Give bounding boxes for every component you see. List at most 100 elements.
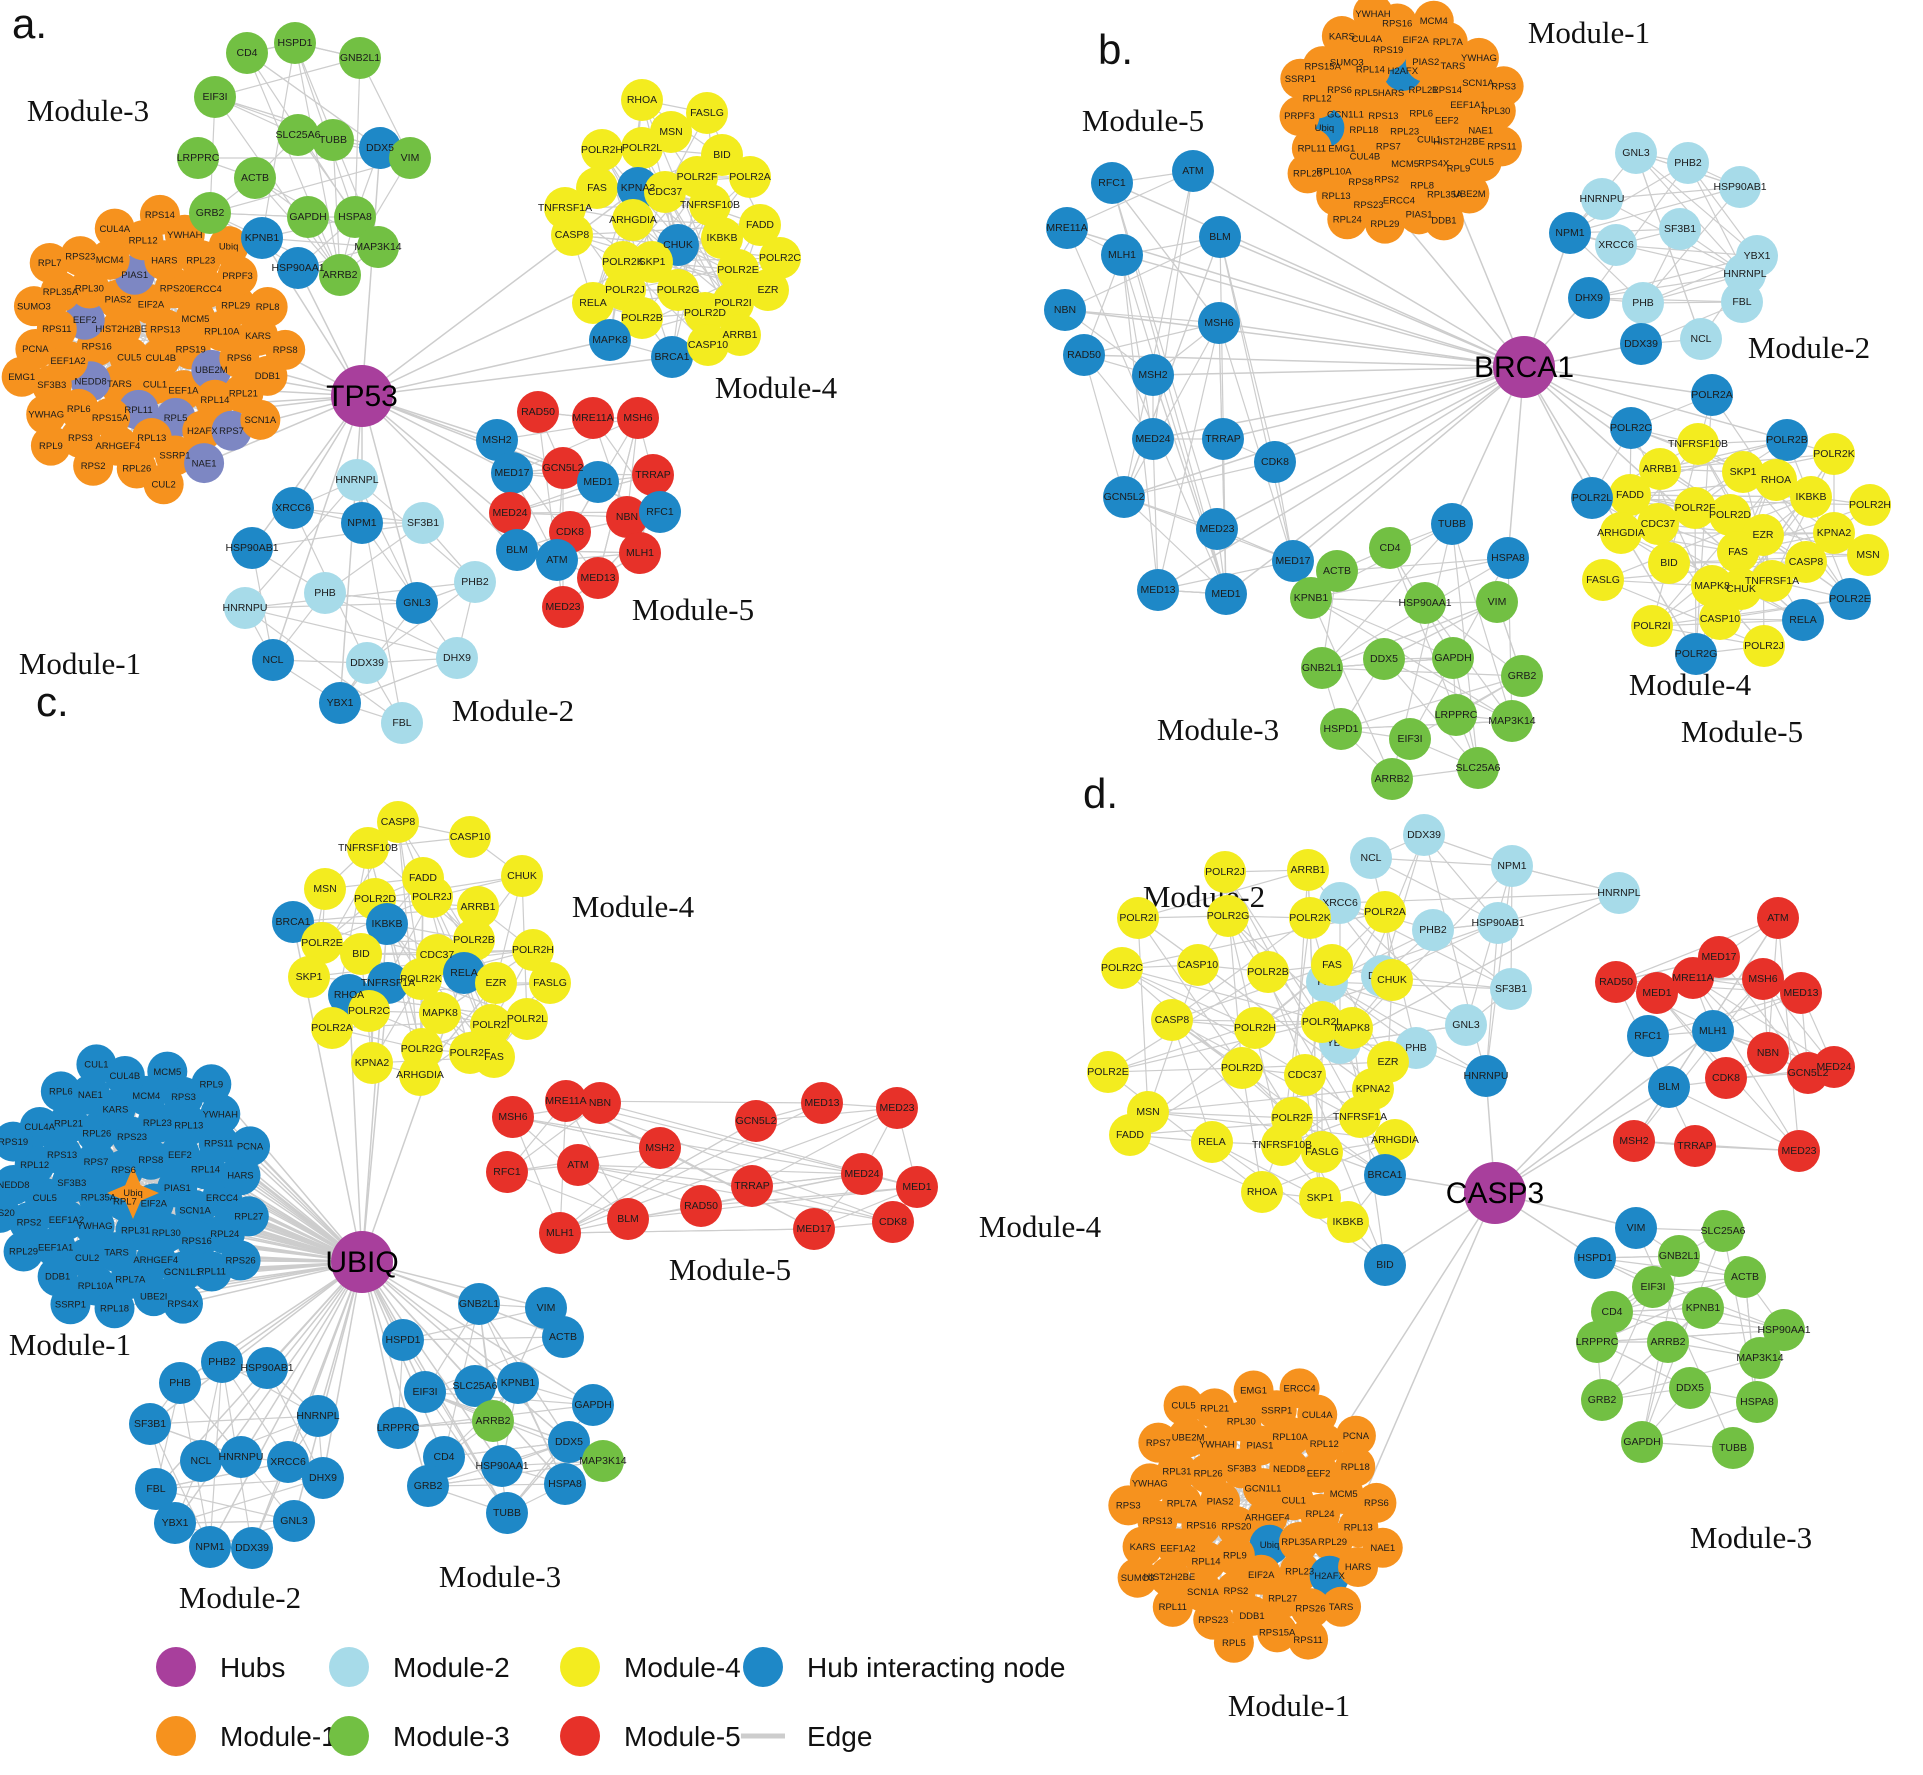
node-label: CUL4B — [110, 1071, 141, 1082]
hub-node — [331, 365, 393, 427]
node-label: MAPK8 — [592, 334, 628, 346]
node-label: SKP1 — [639, 256, 666, 268]
node-label: MSN — [313, 883, 336, 895]
protein-node — [1290, 1588, 1331, 1629]
node-label: ATM — [546, 554, 567, 566]
node-label: RFC1 — [1098, 177, 1126, 189]
hub-edge — [1111, 182, 1525, 368]
node-label: RPS20 — [160, 283, 190, 294]
protein-node — [1674, 487, 1716, 529]
node-label: FADD — [1616, 489, 1644, 501]
node-label: MSH2 — [1138, 369, 1167, 381]
protein-node — [572, 1384, 614, 1426]
module-m3-nodes: VIM SLC25A6 GNB2L1 HSPD1 EIF3I ACTB CD4 KPNB1 HS… — [1574, 1207, 1811, 1469]
protein-node — [1631, 605, 1673, 647]
node-label: RPL7 — [38, 258, 62, 269]
node-label: IKBKB — [707, 232, 738, 244]
node-label: RPL6 — [67, 404, 91, 415]
node-label: SSRP1 — [1261, 1405, 1292, 1416]
protein-node — [529, 962, 571, 1004]
legend-item-module-1: Module-1 — [156, 1716, 337, 1756]
protein-node — [701, 217, 743, 259]
node-label: SKP1 — [296, 971, 323, 983]
protein-node — [1151, 999, 1193, 1041]
edge — [1601, 186, 1741, 200]
node-label: PIAS2 — [1412, 57, 1439, 68]
node-label: MSH6 — [1748, 973, 1777, 985]
protein-node — [793, 1208, 835, 1250]
edge — [1310, 597, 1454, 659]
node-label: KPNA2 — [1356, 1083, 1391, 1095]
protein-node — [1647, 1321, 1689, 1363]
node-label: PHB — [169, 1377, 191, 1389]
node-label: HIST2H2BE — [95, 324, 147, 335]
node-label: RELA — [1789, 614, 1816, 626]
node-label: CUL4A — [99, 224, 130, 235]
node-label: GRB2 — [1508, 670, 1537, 682]
node-label: POLR2G — [401, 1043, 444, 1055]
protein-node — [377, 1407, 419, 1449]
node-label: MED24 — [492, 507, 527, 519]
node-label: RELA — [450, 967, 477, 979]
node-label: NAE1 — [1370, 1543, 1395, 1554]
node-label: RPL30 — [1227, 1417, 1256, 1428]
node-label: KARS — [1130, 1542, 1156, 1553]
node-label: DDX5 — [1370, 653, 1398, 665]
hub-edge — [361, 1261, 570, 1443]
edge — [1137, 869, 1309, 919]
protein-node — [1371, 758, 1413, 800]
node-label: GRB2 — [414, 1480, 443, 1492]
node-label: POLR2B — [453, 934, 494, 946]
edge — [496, 417, 639, 441]
protein-node — [1691, 374, 1733, 416]
protein-node — [198, 1123, 239, 1164]
protein-node — [180, 1440, 222, 1482]
protein-node — [1117, 897, 1159, 939]
edge — [1111, 182, 1220, 324]
protein-node — [542, 447, 584, 489]
edge — [1569, 186, 1741, 234]
protein-node — [1202, 418, 1244, 460]
node-label: CUL4B — [1350, 152, 1381, 163]
protein-node — [1339, 1096, 1381, 1138]
node-label: MAP3K14 — [1736, 1352, 1783, 1364]
node-label: TNFRSF10B — [1252, 1139, 1312, 1151]
node-label: RPS11 — [1487, 142, 1516, 153]
protein-node — [1371, 959, 1413, 1001]
node-label: POLR2C — [348, 1005, 390, 1017]
edge — [1107, 1067, 1243, 1073]
node-label: FAS — [587, 182, 607, 194]
node-label: RPL8 — [1410, 180, 1434, 191]
edge — [1137, 917, 1243, 1069]
edge — [559, 1120, 757, 1234]
protein-node — [381, 702, 423, 744]
node-label: RPS3 — [1116, 1501, 1141, 1512]
node-label: GNL3 — [280, 1515, 308, 1527]
node-label: TNFRSF1A — [1745, 575, 1799, 587]
edge — [1615, 917, 1779, 983]
node-label: RPL5 — [164, 413, 188, 424]
node-label: RPL21 — [229, 389, 258, 400]
edge — [700, 1173, 863, 1207]
node-label: POLR2G — [1675, 648, 1718, 660]
node-label: GNB2L1 — [1302, 662, 1342, 674]
protein-node — [1254, 441, 1296, 483]
node-label: RPS3 — [68, 433, 93, 444]
protein-node — [1101, 947, 1143, 989]
protein-node — [189, 1526, 231, 1568]
node-label: SSRP1 — [159, 451, 190, 462]
node-label: HSP90AA1 — [1398, 597, 1451, 609]
edge — [1383, 658, 1479, 769]
node-label: SF3B3 — [1227, 1464, 1256, 1475]
node-label: DDB1 — [255, 371, 280, 382]
legend-label: Module-1 — [220, 1721, 337, 1752]
hub-label: TP53 — [326, 380, 398, 413]
protein-node — [351, 1042, 393, 1084]
protein-node — [60, 236, 101, 277]
protein-node — [143, 464, 184, 505]
node-label: EEF2 — [1307, 1468, 1331, 1479]
protein-node — [272, 487, 314, 529]
node-label: CDK8 — [1712, 1072, 1740, 1084]
node-label: BLM — [617, 1213, 639, 1225]
node-label: MED24 — [844, 1168, 879, 1180]
